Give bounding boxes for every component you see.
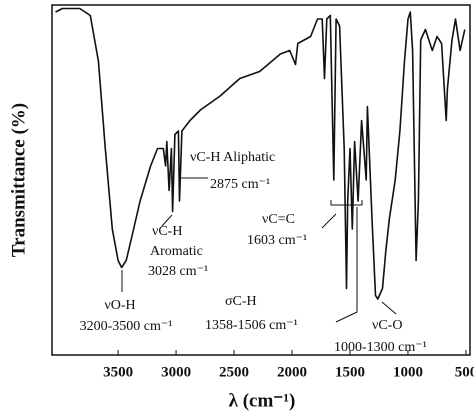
x-axis-label: λ (cm⁻¹) [229,390,296,411]
x-tick-label: 1000 [393,364,423,380]
annotation: 1000-1300 cm⁻¹ [334,340,427,355]
x-tick-label: 3000 [161,364,191,380]
leader-line [381,301,397,315]
x-tick-label: 2000 [277,364,307,380]
x-tick-label: 1500 [335,364,365,380]
annotation: νC-H [152,224,182,239]
annotation: 1603 cm⁻¹ [247,233,307,248]
x-tick-label: 500 [455,364,474,380]
x-tick-label: 3500 [103,364,133,380]
leader-line [161,214,173,227]
annotation: νC=C [262,212,295,227]
plot-frame [51,4,471,356]
annotation: 2875 cm⁻¹ [210,177,270,192]
spectrum-line [55,7,466,300]
annotation: 3200-3500 cm⁻¹ [80,319,173,334]
leader-line [335,207,358,323]
leader-lines [121,177,397,323]
leader-line [321,213,337,229]
annotation: Aromatic [150,244,203,259]
annotation: νC-H Aliphatic [190,150,275,165]
x-tick-label: 2500 [219,364,249,380]
annotation: νO-H [104,298,135,313]
annotation: σC-H [225,294,257,309]
y-axis-label: Transmittance (%) [8,103,29,257]
annotation: νC-O [372,318,402,333]
annotation: 3028 cm⁻¹ [148,264,208,279]
bracket [330,200,363,206]
annotation: 1358-1506 cm⁻¹ [205,318,298,333]
